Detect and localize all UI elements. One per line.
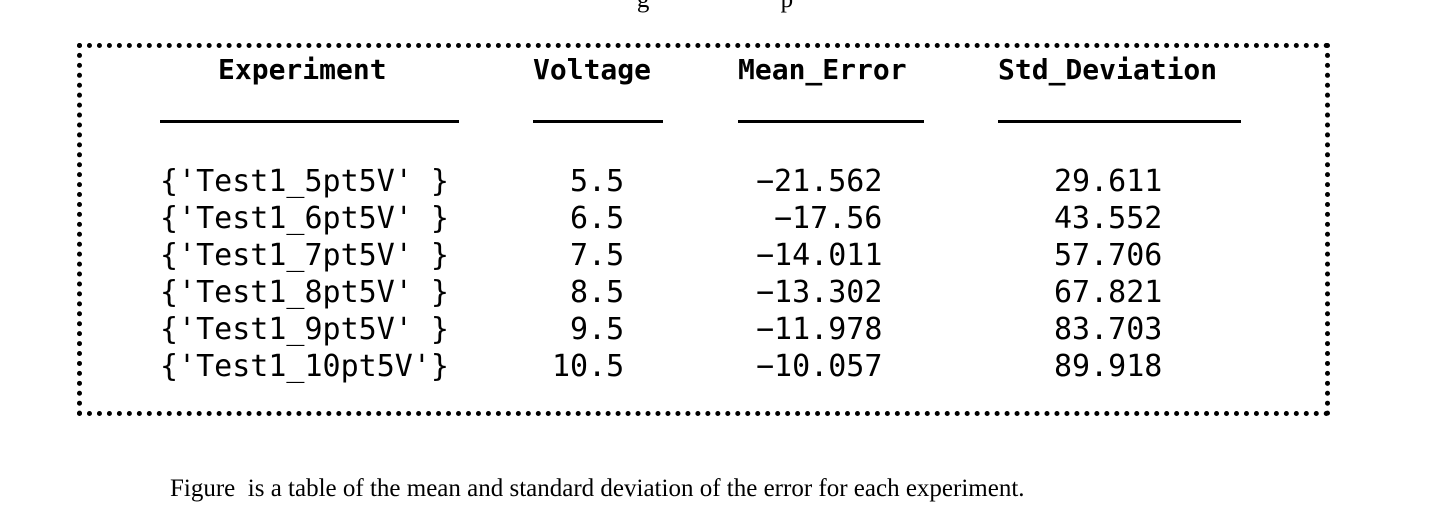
table-cell-mean-error: −17.56 <box>774 201 883 236</box>
header-underline-voltage <box>533 120 663 123</box>
table-cell-experiment: {'Test1_8pt5V' } <box>160 275 449 310</box>
table-cell-voltage: 10.5 <box>552 349 625 384</box>
table-cell-voltage: 9.5 <box>570 312 625 347</box>
header-experiment: Experiment <box>218 53 387 86</box>
cropped-heading-text: g p <box>0 0 1430 14</box>
table-cell-experiment: {'Test1_9pt5V' } <box>160 312 449 347</box>
header-underline-std-deviation <box>998 120 1241 123</box>
table-cell-mean-error: −13.302 <box>756 275 883 310</box>
table-cell-std-deviation: 83.703 <box>1054 312 1163 347</box>
table-cell-mean-error: −14.011 <box>756 238 883 273</box>
table-cell-experiment: {'Test1_5pt5V' } <box>160 164 449 199</box>
table-cell-experiment: {'Test1_10pt5V'} <box>160 349 449 384</box>
table-cell-mean-error: −21.562 <box>756 164 883 199</box>
table-cell-std-deviation: 29.611 <box>1054 164 1163 199</box>
header-voltage: Voltage <box>533 53 652 86</box>
table-cell-mean-error: −10.057 <box>756 349 883 384</box>
table-cell-voltage: 6.5 <box>570 201 625 236</box>
table-cell-experiment: {'Test1_6pt5V' } <box>160 201 449 236</box>
table-cell-experiment: {'Test1_7pt5V' } <box>160 238 449 273</box>
table-cell-std-deviation: 89.918 <box>1054 349 1163 384</box>
header-underline-mean-error <box>738 120 924 123</box>
table-frame <box>77 43 1330 416</box>
header-mean-error: Mean_Error <box>738 53 907 86</box>
table-cell-mean-error: −11.978 <box>756 312 883 347</box>
table-cell-std-deviation: 57.706 <box>1054 238 1163 273</box>
header-std-deviation: Std_Deviation <box>998 53 1218 86</box>
table-cell-std-deviation: 43.552 <box>1054 201 1163 236</box>
header-underline-experiment <box>160 120 459 123</box>
table-cell-std-deviation: 67.821 <box>1054 275 1163 310</box>
figure-caption: Figure is a table of the mean and standa… <box>170 475 1025 502</box>
table-cell-voltage: 7.5 <box>570 238 625 273</box>
table-cell-voltage: 5.5 <box>570 164 625 199</box>
table-cell-voltage: 8.5 <box>570 275 625 310</box>
